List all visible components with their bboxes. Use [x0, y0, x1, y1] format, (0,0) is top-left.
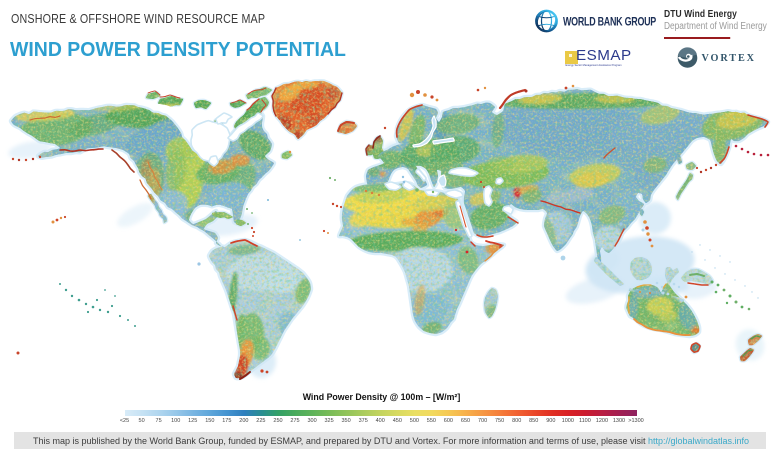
svg-text:WORLD BANK GROUP: WORLD BANK GROUP [563, 14, 656, 28]
svg-text:VORTEX: VORTEX [702, 53, 756, 64]
